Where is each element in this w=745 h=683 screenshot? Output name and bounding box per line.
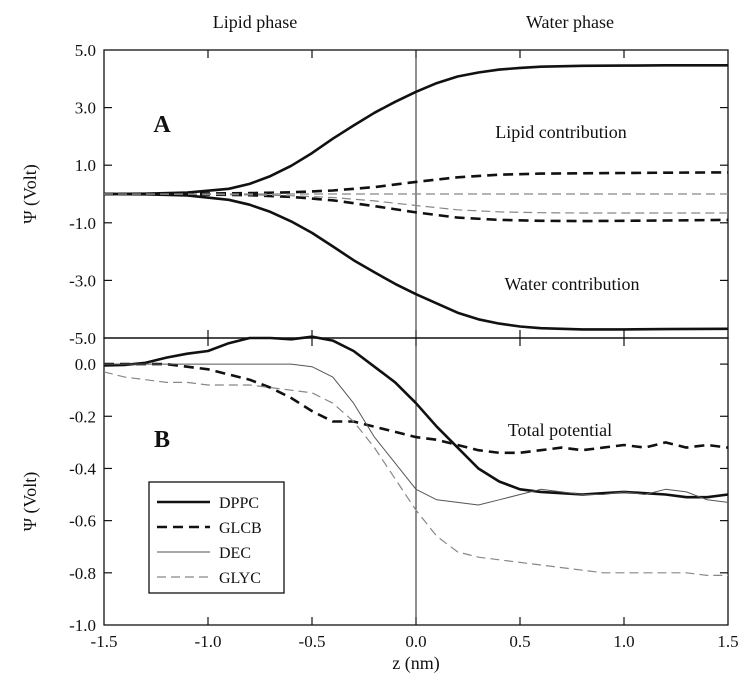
legend-label-dec: DEC bbox=[219, 545, 251, 562]
series-line-1 bbox=[103, 192, 729, 331]
y-tick-label: -3.0 bbox=[69, 271, 96, 290]
legend-label-dppc: DPPC bbox=[219, 495, 259, 512]
y-tick-label: 3.0 bbox=[75, 99, 96, 118]
annotation: Total potential bbox=[508, 420, 612, 440]
legend-label-glcb: GLCB bbox=[219, 520, 262, 537]
series-line-2 bbox=[103, 171, 729, 196]
y-tick-label: -0.6 bbox=[69, 512, 96, 531]
y-tick-label: 5.0 bbox=[75, 41, 96, 60]
series-line-3 bbox=[103, 192, 729, 223]
y-tick-label: -1.0 bbox=[69, 616, 96, 635]
x-tick-label: -0.5 bbox=[299, 632, 326, 651]
y-axis-label: Ψ (Volt) bbox=[20, 472, 41, 531]
x-axis-label: z (nm) bbox=[392, 653, 439, 674]
y-tick-label: 1.0 bbox=[75, 156, 96, 175]
annotation: Water contribution bbox=[504, 274, 639, 294]
x-tick-label: -1.5 bbox=[91, 632, 118, 651]
x-tick-label: 0.0 bbox=[405, 632, 426, 651]
y-tick-label: -1.0 bbox=[69, 214, 96, 233]
y-tick-label: 0.0 bbox=[75, 355, 96, 374]
x-tick-label: -1.0 bbox=[195, 632, 222, 651]
x-tick-label: 1.5 bbox=[717, 632, 738, 651]
y-tick-label: -0.4 bbox=[69, 459, 96, 478]
panel-label: A bbox=[153, 112, 171, 138]
x-tick-label: 0.5 bbox=[509, 632, 530, 651]
y-tick-label: -0.2 bbox=[69, 407, 96, 426]
series-line-glcb bbox=[104, 362, 729, 455]
legend-label-glyc: GLYC bbox=[219, 570, 261, 587]
legend: DPPC GLCB DEC GLYC bbox=[148, 481, 285, 594]
series-line-dec bbox=[104, 363, 729, 506]
phase-label-lipid: Lipid phase bbox=[213, 12, 297, 32]
phase-label-water: Water phase bbox=[526, 12, 614, 32]
series-line-glyc bbox=[103, 371, 728, 576]
x-tick-label: 1.0 bbox=[613, 632, 634, 651]
series-line-0 bbox=[103, 64, 728, 196]
legend-box bbox=[148, 481, 285, 594]
y-tick-label: -5.0 bbox=[69, 329, 96, 348]
y-tick-label: -0.8 bbox=[69, 564, 96, 583]
annotation: Lipid contribution bbox=[495, 122, 626, 142]
panel-label: B bbox=[154, 427, 170, 453]
y-axis-label: Ψ (Volt) bbox=[20, 164, 41, 223]
